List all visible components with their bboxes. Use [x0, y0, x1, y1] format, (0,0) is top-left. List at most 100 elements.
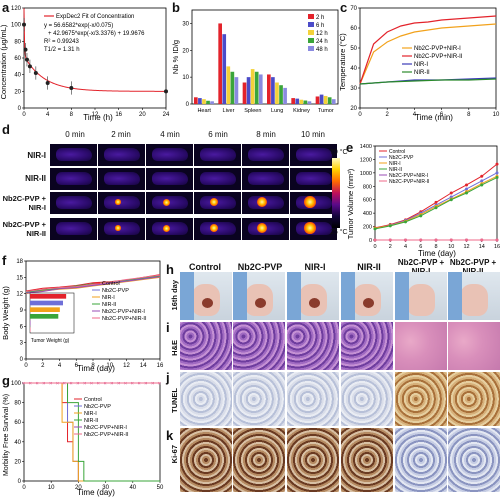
he-stain-image	[180, 322, 232, 370]
glove	[395, 272, 409, 320]
thermal-image	[290, 192, 337, 214]
f-inset-frame	[29, 292, 75, 334]
x-tick-label: 16	[115, 112, 122, 118]
y-tick-label: 18	[16, 259, 23, 265]
g-marker: ×	[117, 381, 120, 387]
e-data-point	[449, 198, 453, 202]
panel-label-b: b	[172, 0, 180, 15]
y-tick-label: 80	[14, 401, 21, 407]
y-tick-label: 20	[14, 459, 21, 465]
b-category-label: Kidney	[293, 108, 310, 114]
thermal-image	[98, 218, 145, 240]
e-data-point	[480, 183, 484, 187]
panel-label-c: c	[340, 0, 348, 15]
ki67-stain-image	[180, 428, 232, 492]
g-legend-label: NIR-II	[84, 418, 99, 424]
ki67-stain-image	[233, 428, 285, 492]
b-bar	[218, 23, 222, 104]
b-bar	[258, 74, 263, 104]
b-bar	[254, 71, 259, 104]
mouse-silhouette	[152, 148, 188, 161]
b-bar	[275, 82, 279, 104]
e-data-point	[388, 224, 392, 228]
y-tick-label: 1400	[360, 144, 372, 150]
g-marker: ×	[76, 381, 79, 387]
x-tick-label: 6	[419, 244, 422, 250]
g-marker: ×	[131, 381, 134, 387]
c-series-line	[359, 23, 497, 85]
a-legend: ExpDec2 Fit of Concentration	[56, 14, 134, 20]
g-marker: ×	[144, 381, 147, 387]
c-xlabel: Time (min)	[415, 113, 453, 122]
g-marker: ×	[124, 381, 127, 387]
f-series-line	[25, 276, 161, 294]
x-tick-label: 50	[157, 485, 164, 491]
x-tick-label: 14	[140, 363, 147, 369]
e-data-point	[495, 162, 499, 166]
mouse-silhouette	[104, 196, 140, 209]
mouse-silhouette	[104, 172, 140, 185]
time-6: 6 min	[208, 130, 228, 139]
f-inset-bar	[30, 327, 31, 332]
e-data-point	[480, 174, 484, 178]
panel-label-g: g	[2, 373, 10, 388]
g-marker: ×	[70, 381, 73, 387]
g-marker: ×	[56, 381, 59, 387]
g-legend-label: Nb2C-PVP+NIR-I	[84, 425, 127, 431]
row-nir2: NIR-II	[25, 174, 46, 183]
e-legend-label: Nb2C-PVP	[389, 155, 414, 161]
panel-label-h: h	[166, 262, 174, 277]
f-inset-bar	[30, 294, 67, 299]
y-tick-label: 80	[14, 39, 21, 45]
b-bar	[250, 69, 255, 104]
g-marker: ×	[138, 381, 141, 387]
x-tick-label: 2	[386, 112, 390, 118]
b-legend-swatch	[308, 14, 314, 19]
b-category-label: Spleen	[244, 108, 261, 114]
b-bar	[299, 99, 304, 104]
panel-label-j: j	[166, 370, 170, 385]
g-marker: ×	[76, 381, 79, 387]
y-tick-label: 20	[182, 48, 189, 54]
g-marker: ×	[83, 381, 86, 387]
row-nb2c-nir2: Nb2C-PVP + NIR-II	[2, 220, 46, 238]
x-tick-label: 0	[373, 244, 376, 250]
x-tick-label: 10	[48, 485, 55, 491]
x-tick-label: 6	[75, 363, 79, 369]
g-marker: ×	[158, 381, 161, 387]
mouse-body	[460, 284, 488, 316]
f-xlabel: Time (day)	[77, 364, 115, 373]
heat-spot	[162, 198, 170, 206]
g-ylabel: Morbility Free Survival (%)	[3, 394, 10, 476]
g-legend-label: Nb2C-PVP	[84, 404, 111, 410]
e-data-point	[404, 238, 407, 242]
tunel-stain-image	[180, 372, 232, 426]
heat-spot	[209, 223, 219, 233]
x-tick-label: 8	[91, 363, 95, 369]
b-bar	[246, 77, 251, 104]
plot-frame	[359, 7, 497, 109]
thermal-image	[194, 218, 241, 240]
c-legend-label: NIR-I	[414, 62, 428, 68]
temperature-colorbar	[332, 158, 340, 228]
x-tick-label: 10	[106, 363, 113, 369]
thermal-image	[146, 168, 193, 190]
x-tick-label: 12	[92, 112, 99, 118]
b-ylabel: Nb % ID/g	[171, 40, 180, 74]
g-marker: ×	[117, 381, 120, 387]
thermal-image	[50, 192, 97, 214]
f-inset-xlabel: Tumor Weight (g)	[31, 338, 70, 344]
mouse-silhouette	[296, 148, 332, 161]
c-series-line	[359, 15, 497, 85]
y-tick-label: 60	[14, 420, 21, 426]
x-tick-label: 16	[494, 244, 500, 250]
c-ylabel: Temperature (°C)	[338, 33, 347, 91]
c-legend-label: Nb2C-PVP+NIR-I	[414, 46, 461, 52]
x-tick-label: 20	[139, 112, 146, 118]
tunel-stain-image	[287, 372, 339, 426]
a-eq1: y = 56.6582*exp(-x/0.075)	[44, 23, 113, 29]
g-marker: ×	[151, 381, 154, 387]
y-tick-label: 60	[350, 26, 357, 32]
a-data-point	[69, 86, 74, 90]
